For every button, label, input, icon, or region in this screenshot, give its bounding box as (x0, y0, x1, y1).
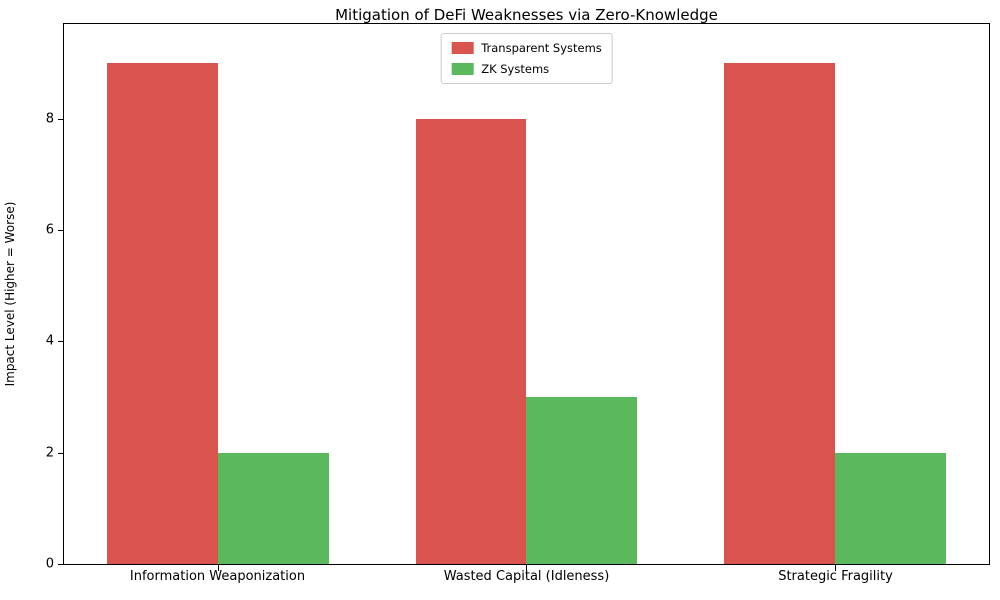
y-tick-label: 2 (45, 445, 54, 461)
y-axis-label: Impact Level (Higher = Worse) (3, 201, 17, 387)
plot-area: 0 2 4 6 8 Transparent Systems ZK Systems (46, 23, 990, 572)
bar-group (372, 24, 680, 571)
legend-label: ZK Systems (481, 62, 550, 76)
y-tick-label: 8 (45, 111, 54, 127)
x-tick-mark (218, 565, 220, 571)
legend-swatch (451, 42, 474, 54)
bar-groups (64, 24, 989, 571)
y-axis-ticks: 0 2 4 6 8 (46, 24, 989, 572)
bar (723, 62, 835, 564)
x-tick-label: Wasted Capital (Idleness) (443, 569, 610, 584)
y-tick-mark (58, 452, 64, 454)
legend: Transparent Systems ZK Systems (440, 33, 613, 84)
x-tick-mark (526, 565, 528, 571)
legend-label: Transparent Systems (481, 41, 602, 55)
y-tick-mark (58, 564, 64, 565)
y-tick-label: 4 (45, 333, 54, 349)
y-tick-mark (58, 118, 64, 120)
legend-item: ZK Systems (451, 62, 602, 76)
x-axis-tick-labels: Information Weaponization Wasted Capital … (63, 569, 990, 584)
bar (107, 62, 219, 564)
bar (834, 452, 946, 564)
x-tick-label: Information Weaponization (129, 569, 306, 584)
bar (415, 118, 527, 564)
y-tick-label: 0 (45, 556, 54, 572)
bar (526, 397, 638, 564)
bar-group (64, 24, 372, 571)
legend-item: Transparent Systems (451, 41, 602, 55)
y-tick-mark (58, 341, 64, 343)
bar-group (681, 24, 989, 571)
x-tick-label: Strategic Fragility (778, 569, 893, 584)
chart-title: Mitigation of DeFi Weaknesses via Zero-K… (335, 6, 718, 24)
bar (218, 452, 330, 564)
x-tick-mark (834, 565, 836, 571)
legend-swatch (451, 63, 474, 75)
y-tick-mark (58, 229, 64, 231)
y-tick-label: 6 (45, 222, 54, 238)
